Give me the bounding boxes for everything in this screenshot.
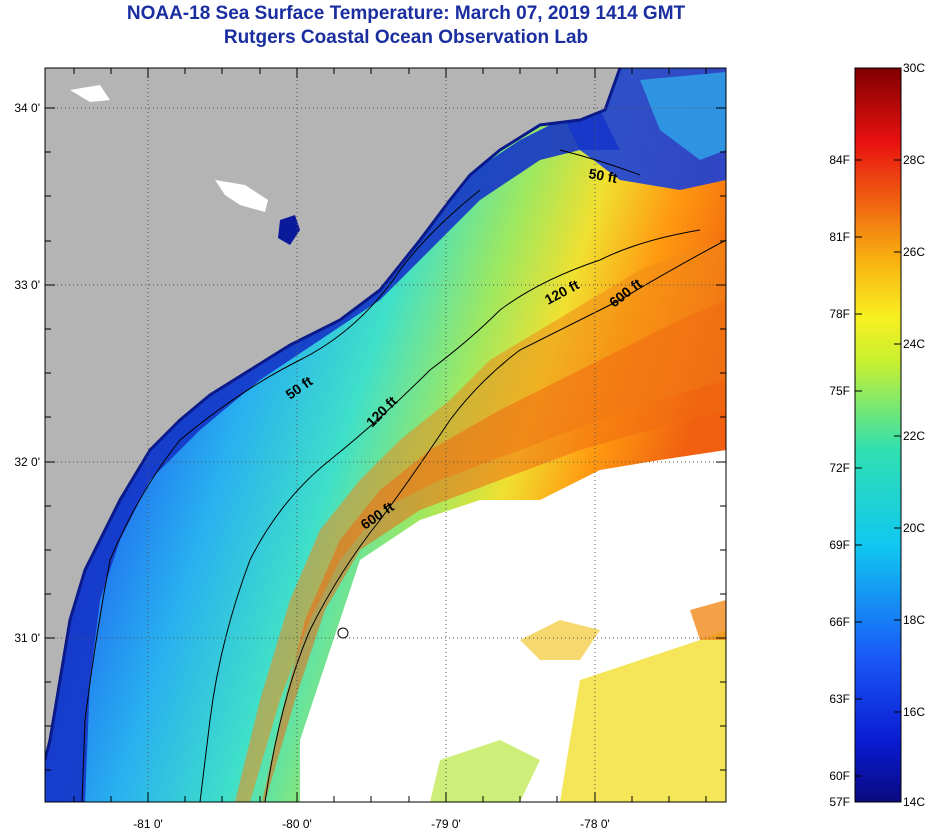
sst-map: 50 ft 50 ft 120 ft 120 ft 600 ft 600 ft … xyxy=(14,67,727,831)
colorbar-ramp xyxy=(854,67,902,803)
map-subtitle: Rutgers Coastal Ocean Observation Lab xyxy=(223,27,589,48)
lat-label-33: 33 0' xyxy=(14,278,40,292)
cb-f-78: 78F xyxy=(829,307,850,321)
cb-f-57: 57F xyxy=(829,795,850,809)
graticule xyxy=(45,68,726,802)
north-cool-patch xyxy=(640,72,726,160)
lat-ticks xyxy=(45,107,726,771)
lat-label-31: 31 0' xyxy=(14,631,40,645)
contour-loop xyxy=(337,627,349,639)
temperature-colorbar: 84F 81F 78F 75F 72F 69F 66F 63F 60F 57F … xyxy=(829,61,925,809)
inland-cloud-patch-2 xyxy=(70,85,110,102)
inland-cloud-patch xyxy=(215,180,268,212)
coastal-cold-band xyxy=(45,110,620,802)
cb-c-30: 30C xyxy=(903,61,925,75)
cb-f-81: 81F xyxy=(829,230,850,244)
map-title: NOAA-18 Sea Surface Temperature: March 0… xyxy=(126,3,686,24)
cb-f-60: 60F xyxy=(829,769,850,783)
land-area xyxy=(45,68,620,760)
lon-label-80: -80 0' xyxy=(282,817,312,831)
cb-c-14: 14C xyxy=(903,795,925,809)
offshore-yellow-water xyxy=(560,630,726,802)
map-frame xyxy=(44,67,727,803)
lat-label-32: 32 0' xyxy=(14,455,40,469)
cb-c-26: 26C xyxy=(903,245,925,259)
cb-c-20: 20C xyxy=(903,521,925,535)
offshore-orange-patch xyxy=(690,600,726,640)
lon-label-79: -79 0' xyxy=(431,817,461,831)
cb-c-28: 28C xyxy=(903,153,925,167)
gulf-stream-core xyxy=(262,300,726,802)
cb-c-16: 16C xyxy=(903,705,925,719)
lon-ticks xyxy=(73,68,707,802)
inland-lake xyxy=(278,215,300,245)
contour-120ft xyxy=(199,229,701,802)
cb-f-69: 69F xyxy=(829,538,850,552)
colorbar-ticks xyxy=(855,159,901,777)
cb-f-75: 75F xyxy=(829,384,850,398)
cb-c-24: 24C xyxy=(903,337,925,351)
cb-f-72: 72F xyxy=(829,461,850,475)
contour-600ft xyxy=(264,239,726,802)
lat-label-34: 34 0' xyxy=(14,101,40,115)
cb-c-22: 22C xyxy=(903,429,925,443)
cb-c-18: 18C xyxy=(903,613,925,627)
contour-50ft xyxy=(81,149,641,802)
lon-label-81: -81 0' xyxy=(133,817,163,831)
offshore-green-patch xyxy=(430,740,540,802)
offshore-yellow-patch xyxy=(520,620,600,660)
lon-label-78: -78 0' xyxy=(580,817,610,831)
cb-f-63: 63F xyxy=(829,692,850,706)
cb-f-84: 84F xyxy=(829,153,850,167)
cb-f-66: 66F xyxy=(829,615,850,629)
coastline xyxy=(45,68,622,761)
